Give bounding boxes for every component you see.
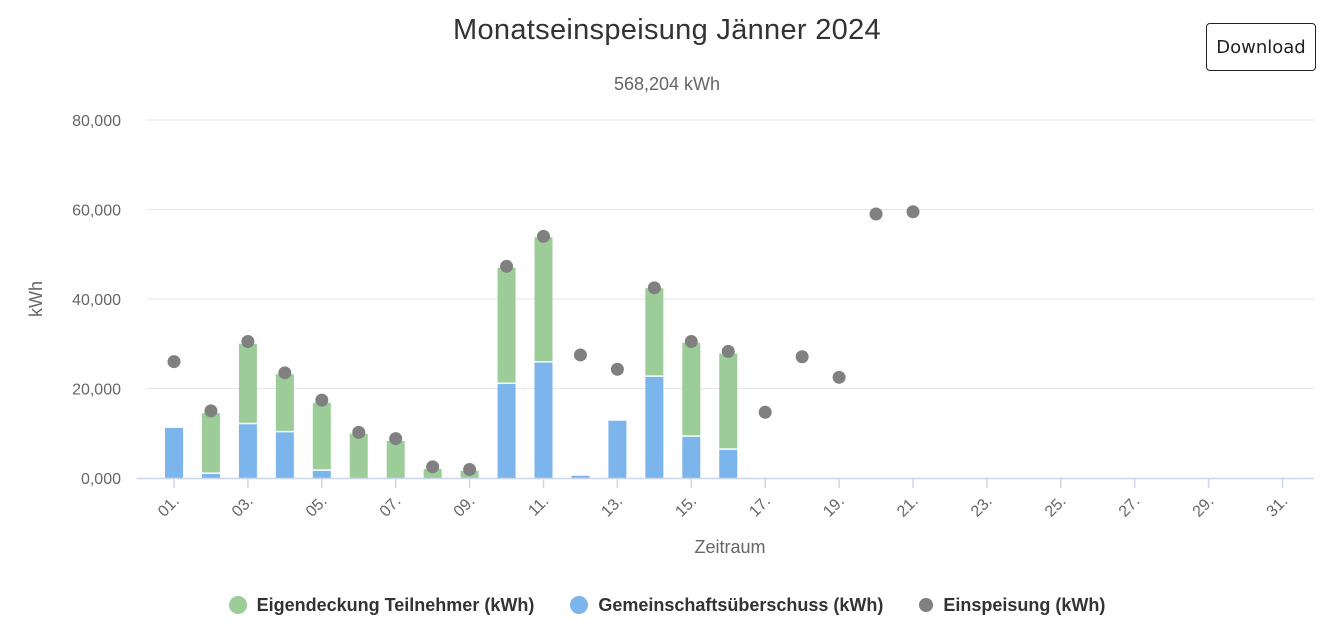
point-einspeisung (537, 229, 550, 243)
point-einspeisung (610, 362, 624, 376)
x-tick-label: 27. (1116, 493, 1144, 521)
bar-eigendeckung (201, 413, 220, 473)
point-einspeisung (721, 344, 735, 358)
x-tick-label: 01. (155, 493, 183, 521)
x-tick-label: 03. (229, 493, 257, 521)
legend-label-eigendeckung: Eigendeckung Teilnehmer (kWh) (256, 594, 535, 615)
legend-item-eigendeckung[interactable]: Eigendeckung Teilnehmer (kWh) (228, 594, 535, 616)
x-axis-title: Zeitraum (694, 537, 765, 557)
bar-eigendeckung (645, 288, 664, 376)
x-tick-label: 29. (1190, 493, 1218, 521)
legend-marker-eigendeckung (228, 596, 247, 614)
bar-gemeinschaftsueberschuss (608, 420, 627, 478)
chart-subtitle: 568,204 kWh (613, 74, 721, 94)
point-einspeisung (278, 366, 292, 380)
x-tick-label: 23. (968, 493, 996, 521)
y-tick-label: 40,000 (72, 292, 121, 309)
y-tick-label: 60,000 (72, 203, 121, 220)
bar-eigendeckung (682, 342, 701, 436)
legend-label-einspeisung: Einspeisung (kWh) (943, 594, 1106, 615)
bar-gemeinschaftsueberschuss (165, 427, 183, 478)
x-axis: 01. 03. 05. 07. 09. 11. 13. 15. 17. 19. 21. 23. 25. 2… (137, 477, 1314, 521)
x-tick-label: 21. (894, 493, 922, 521)
x-tick-label: 17. (746, 493, 774, 521)
point-einspeisung (167, 355, 181, 369)
bar-eigendeckung (497, 267, 516, 383)
point-einspeisung (463, 462, 477, 476)
point-einspeisung (315, 393, 329, 407)
bar-eigendeckung (349, 433, 368, 478)
y-tick-label: 80,000 (72, 113, 121, 130)
point-einspeisung (204, 404, 218, 418)
x-tick-label: 31. (1264, 493, 1292, 521)
chart-title: Monatseinspeisung Jänner 2024 (453, 14, 881, 46)
bar-gemeinschaftsueberschuss (534, 362, 553, 478)
bar-gemeinschaftsueberschuss (645, 376, 664, 478)
bar-eigendeckung (312, 402, 331, 470)
x-tick-label: 19. (820, 493, 848, 521)
x-tick-label: 13. (598, 493, 626, 521)
x-tick-label: 05. (303, 493, 331, 521)
scatter-points (167, 205, 920, 476)
point-einspeisung (647, 281, 661, 295)
bar-eigendeckung (423, 469, 442, 478)
point-einspeisung (241, 335, 255, 349)
point-einspeisung (352, 425, 366, 439)
legend: Eigendeckung Teilnehmer (kWh) Gemeinscha… (0, 590, 1334, 620)
legend-item-einspeisung[interactable]: Einspeisung (kWh) (919, 595, 1105, 616)
legend-marker-gemeinschaftsueberschuss (570, 596, 589, 614)
download-button[interactable]: Download (1206, 23, 1316, 71)
point-einspeisung (684, 335, 698, 349)
x-tick-label: 15. (672, 493, 700, 521)
bar-gemeinschaftsueberschuss (201, 473, 220, 478)
x-tick-label: 07. (377, 493, 405, 521)
point-einspeisung (573, 348, 587, 362)
bar-eigendeckung (719, 353, 738, 449)
bar-eigendeckung (275, 374, 294, 431)
y-axis-ticks: 0,000 20,000 40,000 60,000 80,000 (72, 113, 121, 488)
x-tick-label: 11. (525, 493, 552, 520)
bar-gemeinschaftsueberschuss (312, 470, 331, 478)
bar-gemeinschaftsueberschuss (719, 449, 738, 478)
point-einspeisung (389, 432, 403, 446)
y-tick-label: 0,000 (81, 471, 121, 488)
legend-item-gemeinschaftsueberschuss[interactable]: Gemeinschaftsüberschuss (kWh) (570, 595, 883, 616)
bar-eigendeckung (534, 237, 553, 362)
point-einspeisung (832, 370, 846, 384)
point-einspeisung (906, 205, 920, 219)
bar-eigendeckung (386, 440, 405, 478)
x-tick-label: 25. (1042, 493, 1070, 521)
point-einspeisung (795, 350, 809, 364)
bar-gemeinschaftsueberschuss (238, 424, 257, 478)
bar-gemeinschaftsueberschuss (571, 475, 590, 478)
legend-marker-einspeisung (919, 598, 934, 612)
y-tick-label: 20,000 (72, 382, 121, 399)
point-einspeisung (500, 259, 514, 273)
bar-eigendeckung (238, 343, 257, 423)
legend-label-gemeinschaftsueberschuss: Gemeinschaftsüberschuss (kWh) (598, 594, 884, 615)
point-einspeisung (426, 460, 440, 474)
bar-gemeinschaftsueberschuss (275, 432, 294, 478)
bar-gemeinschaftsueberschuss (682, 436, 701, 478)
bars (165, 237, 738, 478)
point-einspeisung (869, 207, 883, 221)
x-tick-label: 09. (451, 493, 479, 521)
bar-gemeinschaftsueberschuss (497, 384, 516, 478)
point-einspeisung (758, 405, 772, 419)
y-axis-title: kWh (26, 281, 46, 317)
